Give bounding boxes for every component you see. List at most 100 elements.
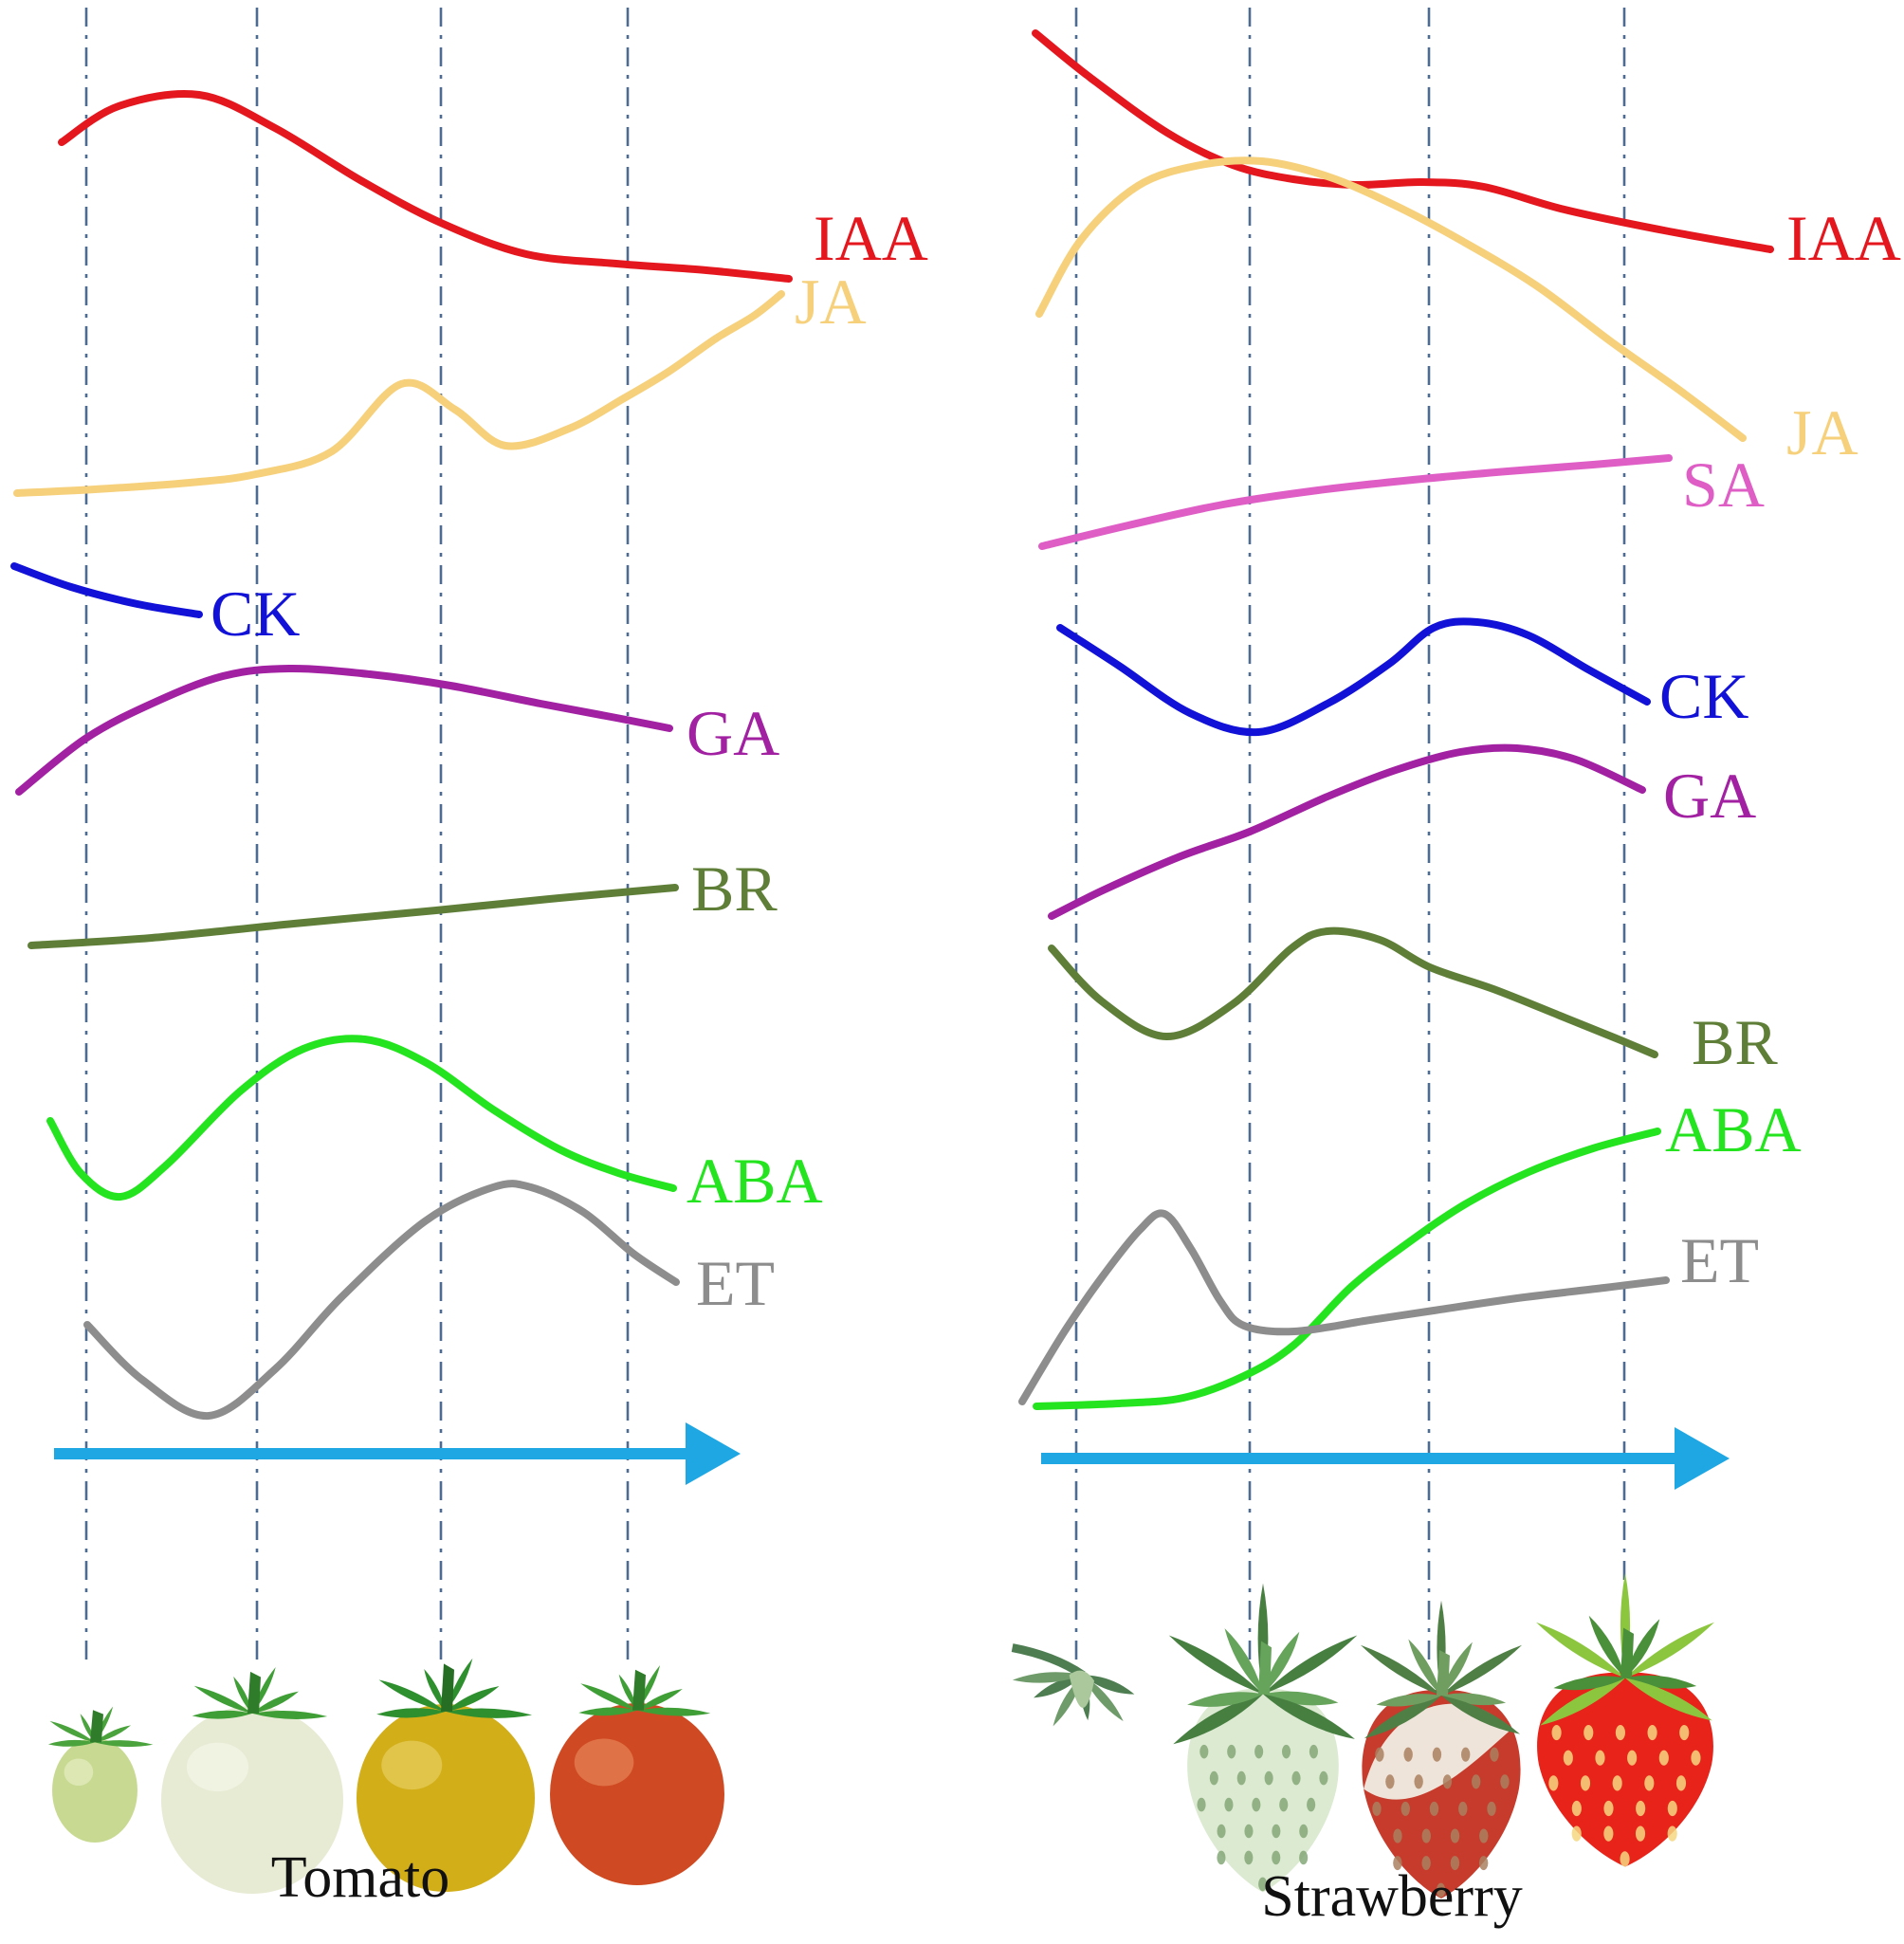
fruit-strawberry-stage-2	[1168, 1583, 1358, 1893]
strawberry-seed	[1627, 1750, 1638, 1766]
strawberry-seed	[1675, 1775, 1687, 1791]
strawberry-seed	[1429, 1801, 1439, 1816]
calyx-leaf	[1441, 1641, 1473, 1696]
tomato-body	[52, 1738, 137, 1843]
strawberry-seed	[1691, 1750, 1701, 1766]
strawberry-seed	[1450, 1856, 1460, 1871]
strawberry-seed	[1421, 1828, 1431, 1843]
strawberry-seed	[1272, 1850, 1281, 1865]
strawberry-seed	[1281, 1744, 1291, 1759]
calyx-leaf	[1536, 1622, 1625, 1678]
strawberry-seed	[1644, 1775, 1655, 1791]
calyx-leaf	[378, 1679, 446, 1712]
strawberry-seed	[1595, 1750, 1605, 1766]
label-ga-strawberry: GA	[1663, 760, 1756, 832]
label-br-strawberry: BR	[1692, 1006, 1778, 1078]
strawberry-stem	[1620, 1627, 1634, 1678]
curve-ga-strawberry	[1048, 743, 1646, 920]
strawberry-seed	[1217, 1850, 1226, 1865]
calyx-leaf	[1625, 1622, 1714, 1678]
strawberry-seed	[1197, 1797, 1206, 1812]
strawberry-seed	[1563, 1750, 1573, 1766]
curve-ck-strawberry	[1056, 617, 1651, 737]
curve-br-strawberry	[1048, 926, 1658, 1058]
strawberry-seed	[1635, 1825, 1646, 1842]
flower-stem	[1011, 1643, 1086, 1679]
strawberry-seed	[1319, 1770, 1328, 1786]
strawberry-seed	[1264, 1770, 1273, 1786]
strawberry-seed	[1252, 1797, 1261, 1812]
calyx-leaf	[1263, 1635, 1358, 1695]
calyx-leaf	[1588, 1615, 1625, 1678]
strawberry-seed	[1667, 1800, 1677, 1817]
strawberry-seed	[1571, 1825, 1582, 1842]
fruit-strawberry-stage-3	[1360, 1600, 1523, 1898]
label-et-strawberry: ET	[1680, 1224, 1759, 1296]
calyx-leaf	[1173, 1694, 1263, 1745]
strawberry-seed	[1442, 1774, 1453, 1789]
strawberry-seed	[1603, 1825, 1614, 1842]
calyx-leaf	[95, 1725, 131, 1743]
curve-ja-tomato	[13, 290, 785, 497]
fruit-strawberry-stage-4	[1536, 1572, 1714, 1867]
strawberry-seed	[1500, 1774, 1510, 1789]
strawberry-seed	[1478, 1856, 1489, 1871]
fruit-tomato-stage-2	[161, 1667, 343, 1894]
curve-aba-tomato	[46, 1035, 677, 1201]
calyx-leaf	[252, 1691, 300, 1714]
strawberry-seed	[1479, 1828, 1489, 1843]
strawberry-seed	[1227, 1744, 1236, 1759]
calyx-leaf	[252, 1710, 328, 1719]
calyx-leaf	[1625, 1678, 1712, 1721]
strawberry-seed	[1393, 1828, 1402, 1843]
tomato-stem	[632, 1669, 646, 1711]
strawberry-seed	[1299, 1850, 1309, 1865]
strawberry-seed	[1471, 1774, 1481, 1789]
calyx-leaf	[193, 1685, 252, 1714]
fruit-tomato-stage-3	[357, 1658, 535, 1892]
calyx-leaf	[1168, 1635, 1263, 1695]
strawberry-seed	[1490, 1747, 1499, 1762]
calyx-leaf	[1012, 1672, 1083, 1683]
curve-ck-tomato	[10, 562, 203, 618]
calyx-leaf	[580, 1683, 637, 1711]
fruit-strawberry-stage-1	[1011, 1643, 1135, 1727]
strawberry-seed	[1279, 1797, 1289, 1812]
calyx-leaf	[1187, 1692, 1263, 1707]
label-ja-tomato: JA	[795, 266, 867, 338]
calyx-leaf	[95, 1740, 154, 1748]
calyx-leaf	[578, 1707, 637, 1716]
strawberry-seed	[1571, 1800, 1582, 1817]
strawberry-seed	[1372, 1801, 1382, 1816]
calyx-leaf	[192, 1710, 252, 1719]
curve-br-tomato	[27, 884, 679, 949]
calyx-leaf	[1224, 1628, 1263, 1695]
strawberry-seed	[1584, 1724, 1594, 1741]
strawberry-seed	[1299, 1824, 1309, 1839]
curve-sa-strawberry	[1038, 454, 1673, 550]
label-iaa-strawberry: IAA	[1786, 202, 1901, 274]
flower-receptacle	[1069, 1670, 1094, 1708]
calyx-leaf	[1441, 1693, 1507, 1706]
strawberry-seed	[1254, 1744, 1264, 1759]
calyx-leaf	[424, 1668, 446, 1712]
strawberry-seed	[1414, 1774, 1423, 1789]
calyx-leaf	[1540, 1678, 1625, 1726]
strawberry-seed	[1217, 1824, 1226, 1839]
calyx-leaf	[1553, 1676, 1625, 1691]
strawberry-seed	[1258, 1877, 1268, 1892]
strawberry-seed	[1307, 1797, 1316, 1812]
calyx-leaf	[1625, 1619, 1660, 1678]
time-arrow-head	[686, 1422, 741, 1485]
calyx-leaf	[1625, 1675, 1697, 1689]
label-aba-strawberry: ABA	[1665, 1093, 1802, 1165]
strawberry-seed	[1224, 1797, 1234, 1812]
calyx-leaf	[1083, 1675, 1135, 1695]
strawberry-seed	[1401, 1801, 1410, 1816]
strawberry-seed	[1291, 1770, 1301, 1786]
strawberry-seed	[1450, 1828, 1460, 1843]
calyx-leaf	[1263, 1631, 1300, 1695]
label-aba-tomato: ABA	[687, 1145, 823, 1217]
curve-iaa-strawberry	[1032, 29, 1774, 253]
